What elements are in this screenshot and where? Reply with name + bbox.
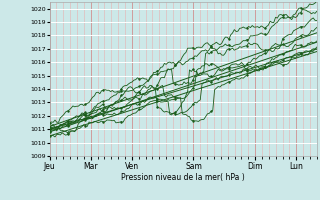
X-axis label: Pression niveau de la mer( hPa ): Pression niveau de la mer( hPa ) xyxy=(121,173,245,182)
